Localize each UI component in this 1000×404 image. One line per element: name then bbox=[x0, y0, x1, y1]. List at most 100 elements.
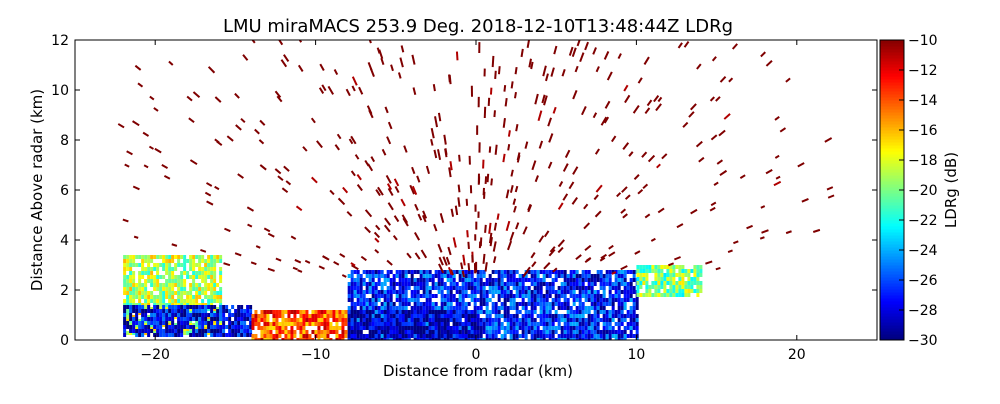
data-layer bbox=[118, 36, 834, 342]
heatmap-cell bbox=[636, 298, 639, 302]
heatmap-cell bbox=[237, 333, 240, 337]
heatmap-cell bbox=[216, 283, 219, 287]
heatmap-cell bbox=[123, 255, 126, 259]
colorbar-band bbox=[880, 325, 904, 329]
heatmap-cell bbox=[216, 313, 219, 317]
heatmap-cell bbox=[699, 265, 702, 269]
heatmap-cell bbox=[447, 290, 450, 294]
heatmap-cell bbox=[621, 314, 624, 318]
heatmap-cell bbox=[420, 330, 423, 334]
chart-title: LMU miraMACS 253.9 Deg. 2018-12-10T13:48… bbox=[223, 16, 733, 37]
heatmap-cell bbox=[531, 298, 534, 302]
heatmap-cell bbox=[296, 326, 299, 330]
heatmap-cell bbox=[552, 306, 555, 310]
heatmap-cell bbox=[597, 318, 600, 322]
heatmap-cell bbox=[129, 309, 132, 313]
heatmap-cell bbox=[159, 287, 162, 291]
heatmap-cell bbox=[332, 326, 335, 330]
data-streak bbox=[761, 206, 765, 208]
heatmap-cell bbox=[414, 310, 417, 314]
colorbar-band bbox=[880, 109, 904, 113]
heatmap-cell bbox=[195, 323, 198, 327]
data-streak bbox=[717, 160, 722, 164]
heatmap-cell bbox=[183, 313, 186, 317]
heatmap-cell bbox=[162, 329, 165, 333]
data-streak bbox=[459, 155, 460, 162]
heatmap-cell bbox=[459, 278, 462, 282]
heatmap-cell bbox=[570, 278, 573, 282]
heatmap-cell bbox=[299, 310, 302, 314]
heatmap-cell bbox=[621, 322, 624, 326]
heatmap-cell bbox=[234, 309, 237, 313]
heatmap-cell bbox=[213, 259, 216, 263]
heatmap-cell bbox=[180, 295, 183, 299]
heatmap-cell bbox=[129, 283, 132, 287]
heatmap-cell bbox=[648, 265, 651, 269]
heatmap-cell bbox=[269, 326, 272, 330]
heatmap-cell bbox=[624, 302, 627, 306]
heatmap-cell bbox=[243, 329, 246, 333]
heatmap-cell bbox=[429, 274, 432, 278]
heatmap-cell bbox=[441, 290, 444, 294]
heatmap-cell bbox=[528, 326, 531, 330]
heatmap-cell bbox=[441, 318, 444, 322]
heatmap-cell bbox=[504, 302, 507, 306]
heatmap-cell bbox=[275, 322, 278, 326]
data-streak bbox=[658, 97, 661, 101]
heatmap-cell bbox=[171, 275, 174, 279]
heatmap-cell bbox=[192, 287, 195, 291]
heatmap-cell bbox=[630, 314, 633, 318]
heatmap-cell bbox=[290, 334, 293, 338]
heatmap-cell bbox=[393, 334, 396, 338]
heatmap-cell bbox=[408, 286, 411, 290]
heatmap-cell bbox=[153, 313, 156, 317]
heatmap-cell bbox=[528, 318, 531, 322]
heatmap-cell bbox=[183, 317, 186, 321]
heatmap-cell bbox=[426, 326, 429, 330]
heatmap-cell bbox=[231, 329, 234, 333]
heatmap-cell bbox=[516, 330, 519, 334]
heatmap-cell bbox=[444, 310, 447, 314]
heatmap-cell bbox=[141, 267, 144, 271]
y-tick-label: 4 bbox=[60, 233, 69, 249]
heatmap-cell bbox=[447, 310, 450, 314]
heatmap-cell bbox=[465, 326, 468, 330]
heatmap-cell bbox=[480, 298, 483, 302]
data-streak bbox=[353, 77, 357, 86]
heatmap-cell bbox=[351, 306, 354, 310]
heatmap-cell bbox=[606, 270, 609, 274]
heatmap-cell bbox=[159, 303, 162, 307]
heatmap-cell bbox=[284, 318, 287, 322]
heatmap-cell bbox=[663, 285, 666, 289]
heatmap-cell bbox=[174, 309, 177, 313]
heatmap-cell bbox=[426, 286, 429, 290]
heatmap-cell bbox=[486, 294, 489, 298]
heatmap-cell bbox=[549, 270, 552, 274]
heatmap-cell bbox=[219, 279, 222, 283]
heatmap-cell bbox=[435, 330, 438, 334]
heatmap-cell bbox=[537, 278, 540, 282]
heatmap-cell bbox=[597, 326, 600, 330]
heatmap-cell bbox=[219, 291, 222, 295]
heatmap-cell bbox=[390, 334, 393, 338]
heatmap-cell bbox=[417, 326, 420, 330]
data-streak bbox=[248, 224, 252, 226]
heatmap-cell bbox=[260, 314, 263, 318]
heatmap-cell bbox=[456, 306, 459, 310]
data-streak bbox=[143, 133, 148, 136]
data-streak bbox=[296, 206, 301, 210]
data-streak bbox=[412, 167, 414, 174]
heatmap-cell bbox=[204, 329, 207, 333]
heatmap-cell bbox=[390, 270, 393, 274]
heatmap-cell bbox=[549, 326, 552, 330]
heatmap-cell bbox=[636, 306, 639, 310]
heatmap-cell bbox=[219, 271, 222, 275]
heatmap-cell bbox=[588, 282, 591, 286]
heatmap-cell bbox=[573, 298, 576, 302]
heatmap-cell bbox=[281, 314, 284, 318]
heatmap-cell bbox=[522, 326, 525, 330]
heatmap-cell bbox=[204, 313, 207, 317]
data-streak bbox=[545, 231, 549, 237]
heatmap-cell bbox=[606, 302, 609, 306]
heatmap-cell bbox=[372, 330, 375, 334]
